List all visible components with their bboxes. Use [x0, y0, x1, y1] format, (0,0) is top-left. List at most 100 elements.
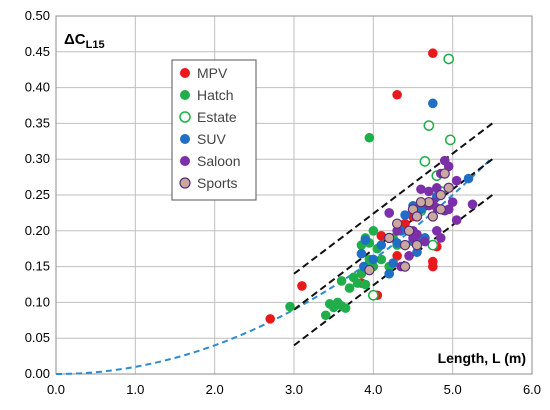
- sports-point: [435, 189, 446, 201]
- hatch-point: [285, 301, 295, 312]
- sports-point: [399, 239, 411, 251]
- legend-label-estate: Estate: [197, 109, 237, 125]
- sports-point: [364, 264, 375, 276]
- legend-marker-suv: [180, 134, 190, 144]
- sports-point: [439, 168, 450, 179]
- hatch-point: [360, 279, 371, 290]
- saloon-point: [443, 204, 454, 215]
- axes: [55, 15, 533, 375]
- sports-point: [399, 261, 411, 272]
- saloon-point: [467, 199, 478, 210]
- sports-point: [443, 182, 454, 194]
- mpv-point: [428, 256, 438, 267]
- mpv-point: [392, 89, 402, 100]
- y-tick-label: 0.00: [25, 366, 50, 381]
- y-tick-label: 0.35: [25, 115, 50, 130]
- x-tick-label: 6.0: [523, 382, 541, 397]
- saloon-point: [392, 226, 402, 236]
- plot-frame: [55, 15, 533, 375]
- y-tick-label: 0.40: [25, 80, 50, 95]
- hatch-point: [340, 303, 351, 313]
- legend-box: [171, 59, 257, 201]
- saloon-point: [420, 236, 430, 247]
- hatch-point: [344, 283, 355, 293]
- y-tick-label: 0.20: [25, 223, 50, 238]
- sports-point: [403, 225, 415, 236]
- mpv-point: [428, 48, 438, 59]
- saloon-point: [404, 251, 414, 261]
- y-tick-label: 0.45: [25, 44, 50, 59]
- x-tick-label: 1.0: [126, 382, 144, 397]
- data-points: [265, 48, 478, 324]
- mpv-point: [392, 251, 402, 261]
- y-tick-label: 0.25: [25, 187, 50, 202]
- suv-point: [412, 247, 422, 258]
- mpv-point: [297, 281, 307, 291]
- y-tick-label: 0.15: [25, 259, 50, 274]
- suv-point: [463, 173, 474, 184]
- x-tick-label: 0.0: [47, 382, 65, 397]
- saloon-point: [432, 226, 442, 236]
- hatch-point: [336, 276, 347, 286]
- x-axis-title: Length, L (m): [438, 350, 526, 366]
- legend-label-sports: Sports: [197, 175, 237, 191]
- legend: MPV Hatch Estate SUV Saloon Sports: [171, 59, 257, 201]
- sports-point: [391, 218, 403, 229]
- y-axis-title-main: ΔC: [64, 31, 86, 48]
- y-axis-title: ΔCL15: [64, 31, 105, 51]
- hatch-point: [352, 278, 363, 288]
- x-tick-label: 5.0: [444, 382, 462, 397]
- x-tick-label: 2.0: [206, 382, 224, 397]
- mpv-point: [265, 314, 276, 324]
- tick-labels: 0.00 0.05 0.10 0.15 0.20 0.25 0.30 0.35 0.40 0.45…: [25, 8, 541, 397]
- estate-point: [444, 134, 456, 146]
- hatch-point: [320, 310, 331, 321]
- sports-point: [411, 211, 423, 222]
- suv-point: [356, 248, 367, 259]
- saloon-point: [424, 186, 434, 197]
- sports-point: [427, 211, 439, 222]
- legend-marker-sports: [179, 177, 191, 189]
- saloon-point: [384, 208, 395, 218]
- saloon-point: [447, 197, 458, 207]
- y-tick-label: 0.30: [25, 151, 50, 166]
- legend-label-mpv: MPV: [197, 65, 228, 81]
- suv-point: [428, 98, 438, 109]
- suv-point: [360, 235, 371, 245]
- legend-label-saloon: Saloon: [197, 153, 241, 169]
- legend-marker-hatch: [180, 90, 190, 100]
- saloon-point: [416, 184, 426, 195]
- legend-label-hatch: Hatch: [197, 87, 234, 103]
- saloon-point: [435, 233, 446, 243]
- estate-point: [419, 155, 431, 167]
- mpv-point: [376, 231, 387, 241]
- y-tick-label: 0.50: [25, 8, 50, 23]
- hatch-point: [364, 132, 375, 143]
- estate-point: [423, 120, 435, 131]
- sports-point: [415, 196, 427, 208]
- sports-point: [411, 239, 423, 251]
- estate-point: [427, 239, 439, 251]
- fit-curve: [55, 156, 494, 375]
- hatch-point: [368, 226, 379, 236]
- y-tick-label: 0.10: [25, 294, 50, 309]
- suv-point: [392, 238, 402, 248]
- suv-point: [388, 258, 398, 268]
- hatch-point: [376, 254, 387, 265]
- sports-point: [384, 232, 395, 244]
- legend-label-suv: SUV: [197, 131, 226, 147]
- band-upper-line: [293, 122, 493, 275]
- suv-point: [376, 240, 387, 250]
- suv-point: [384, 268, 395, 279]
- band-lower-line: [293, 194, 493, 347]
- legend-marker-estate: [179, 111, 191, 123]
- estate-point: [443, 53, 455, 65]
- estate-point: [367, 289, 379, 301]
- suv-point: [400, 210, 410, 220]
- y-tick-label: 0.05: [25, 330, 50, 345]
- x-tick-label: 3.0: [285, 382, 303, 397]
- saloon-point: [451, 175, 462, 186]
- sports-point: [435, 204, 446, 215]
- legend-marker-mpv: [180, 68, 190, 78]
